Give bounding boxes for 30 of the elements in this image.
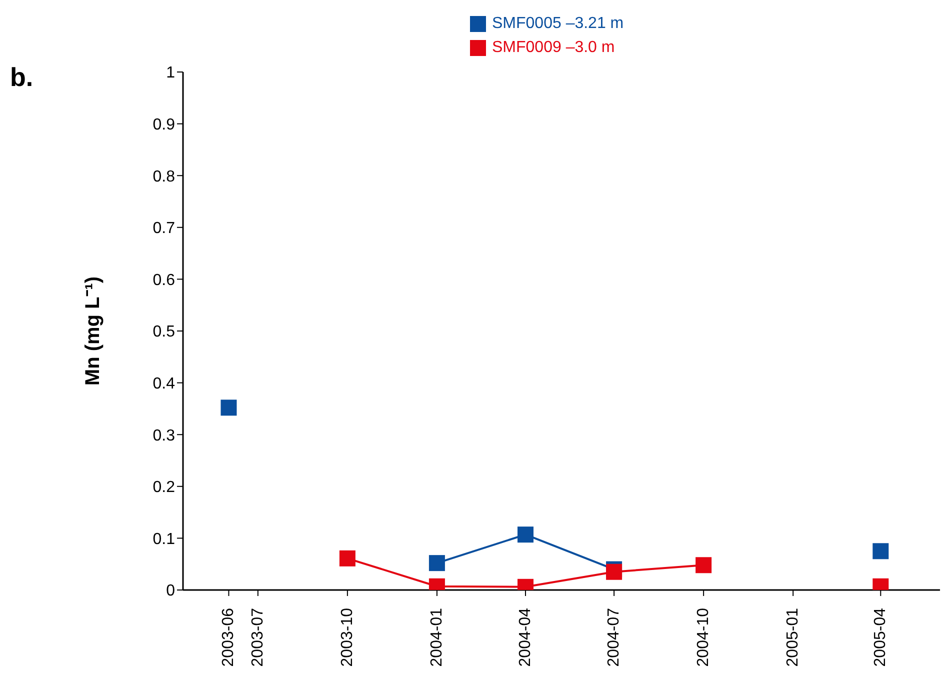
x-tick-label: 2005-01	[784, 608, 802, 667]
x-tick-label: 2004-07	[606, 608, 623, 667]
point	[220, 400, 237, 416]
x-tick-label: 2004-01	[428, 608, 446, 667]
y-tick-label: 1	[166, 64, 176, 82]
point	[696, 557, 712, 574]
y-axis-title: Mn (mg L⁻¹)	[82, 276, 104, 386]
chart-title: b.	[10, 62, 34, 93]
y-tick-label: 0.9	[152, 116, 176, 134]
point	[518, 526, 534, 543]
point	[872, 543, 889, 560]
y-tick-label: 0.8	[152, 168, 176, 186]
point	[428, 555, 445, 572]
x-tick-label: 2005-04	[872, 608, 890, 667]
x-tick-label: 2003-07	[249, 608, 266, 667]
y-tick-label: 0.7	[152, 220, 176, 238]
y-tick-label: 0.5	[152, 324, 176, 341]
point	[339, 550, 356, 566]
y-tick-label: 0	[166, 582, 176, 600]
legend-label: SMF0009 –3.0 m	[492, 38, 615, 58]
x-tick-label: 2004-10	[695, 608, 712, 667]
x-tick-label: 2003-06	[220, 608, 238, 667]
y-tick-label: 0.4	[152, 375, 176, 392]
legend-label: SMF0005 –3.21 m	[492, 14, 624, 34]
y-tick-label: 0.1	[152, 530, 176, 548]
y-tick-label: 0.2	[152, 479, 176, 496]
y-tick-label: 0.6	[152, 272, 176, 289]
x-tick-label: 2004-04	[517, 608, 534, 667]
y-tick-label: 0.3	[152, 427, 176, 444]
x-tick-label: 2003-10	[338, 608, 356, 667]
